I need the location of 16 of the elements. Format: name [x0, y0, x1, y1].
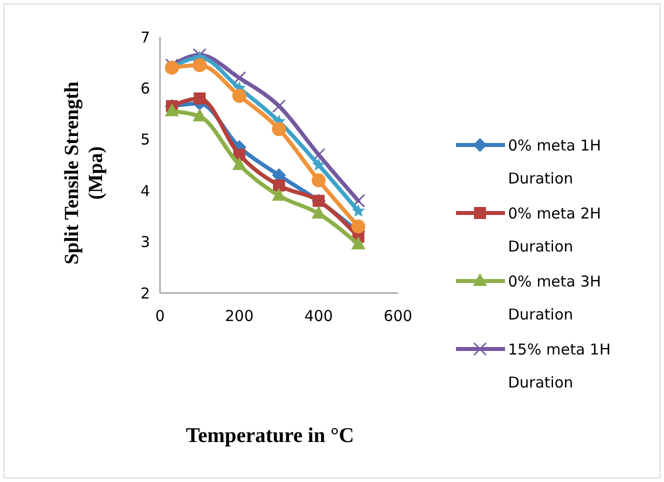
- legend-label: 0% meta 2H Duration: [508, 204, 602, 256]
- legend-label: 0% meta 3H Duration: [508, 272, 602, 324]
- y-tick-label: 4: [140, 182, 150, 200]
- x-tick-label: 400: [304, 307, 333, 325]
- y-tick-label: 7: [140, 28, 150, 46]
- y-axis-title: Split Tensile Strength (Mpa): [61, 81, 107, 265]
- y-tick-label: 6: [140, 79, 150, 98]
- y-tick-label: 5: [140, 130, 150, 149]
- legend-label: 0% meta 1H Duration: [508, 136, 602, 188]
- x-axis-title: Temperature in °C: [186, 423, 354, 447]
- legend-label: 15% meta 1H Duration: [508, 340, 611, 392]
- y-tick-label: 2: [140, 284, 150, 302]
- x-tick-label: 0: [155, 307, 165, 325]
- x-tick-label: 200: [225, 307, 254, 325]
- y-tick-label: 3: [140, 233, 150, 252]
- x-tick-label: 600: [384, 307, 412, 325]
